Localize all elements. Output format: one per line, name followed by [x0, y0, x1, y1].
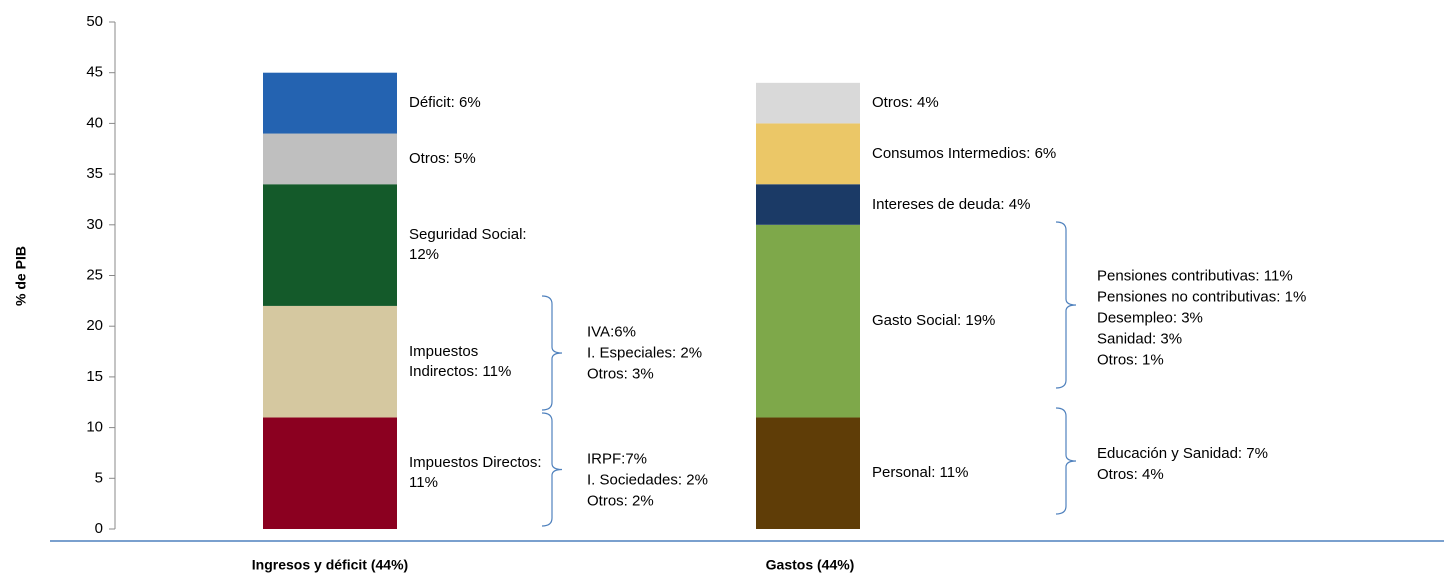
bar-segment [263, 184, 397, 306]
x-tick-label: Ingresos y déficit (44%) [252, 557, 408, 573]
annotation-line: IRPF:7% [587, 450, 648, 468]
segment-label: Otros: 5% [409, 149, 476, 167]
annotation-line: Educación y Sanidad: 7% [1097, 445, 1268, 462]
bar-segment [756, 82, 860, 124]
y-tick-label: 10 [86, 419, 103, 436]
segment-label: Gasto Social: 19% [872, 312, 996, 330]
annotation-line: Sanidad: 3% [1097, 330, 1183, 348]
y-tick-label: 45 [86, 64, 103, 81]
segment-label: Impuestos Directos: 11% [409, 454, 542, 492]
y-tick-label: 30 [86, 216, 103, 233]
annotation: IRPF:7% I. Sociedades: 2% Otros: 2% [587, 449, 708, 512]
bar-segment [756, 224, 860, 418]
segment-label: Personal: 11% [872, 464, 969, 482]
y-tick-label: 5 [95, 469, 103, 486]
bar-segment [756, 123, 860, 185]
y-tick-label: 50 [86, 13, 103, 30]
y-tick-label: 15 [86, 368, 103, 385]
annotation-line: Pensiones contributivas: 11% [1097, 267, 1293, 285]
segment-label: Intereses de deuda: 4% [872, 195, 1031, 213]
annotation: Educación y Sanidad: 7% Otros: 4% [1097, 443, 1268, 485]
bar-segment [756, 417, 860, 529]
brace [1055, 407, 1077, 515]
bar-segment [756, 184, 860, 225]
segment-label: Déficit: 6% [409, 94, 481, 112]
y-tick-label: 20 [86, 317, 103, 334]
segment-label: Seguridad Social: 12% [409, 226, 527, 264]
segment-label: Consumos Intermedios: 6% [872, 144, 1057, 162]
bar-segment [263, 72, 397, 134]
annotation-line: Otros: 1% [1097, 351, 1164, 369]
x-tick-label: Gastos (44%) [766, 557, 855, 573]
annotation-line: Otros: 4% [1097, 466, 1164, 483]
annotation: IVA:6% I. Especiales: 2% Otros: 3% [587, 322, 702, 385]
annotation: Pensiones contributivas: 11% Pensiones no… [1097, 266, 1306, 371]
y-tick-label: 0 [95, 520, 103, 537]
y-axis-label: % de PIB [13, 246, 29, 306]
y-tick-label: 25 [86, 266, 103, 283]
bar-segment [263, 417, 397, 529]
brace [1055, 221, 1077, 389]
segment-label: Impuestos Indirectos: 11% [409, 342, 512, 380]
segment-label: Otros: 4% [872, 94, 939, 112]
annotation-line: IVA:6% [587, 323, 636, 341]
y-tick-label: 40 [86, 114, 103, 131]
brace [541, 295, 563, 411]
bar-segment [263, 133, 397, 185]
brace [541, 412, 563, 527]
bar-segment [263, 305, 397, 418]
annotation-line: I. Sociedades: 2% [587, 471, 708, 489]
annotation-line: Desempleo: 3% [1097, 309, 1203, 327]
annotation-line: Pensiones no contributivas: 1% [1097, 288, 1307, 306]
annotation-line: I. Especiales: 2% [587, 344, 703, 362]
y-tick-label: 35 [86, 165, 103, 182]
annotation-line: Otros: 2% [587, 492, 654, 510]
annotation-line: Otros: 3% [587, 365, 654, 383]
